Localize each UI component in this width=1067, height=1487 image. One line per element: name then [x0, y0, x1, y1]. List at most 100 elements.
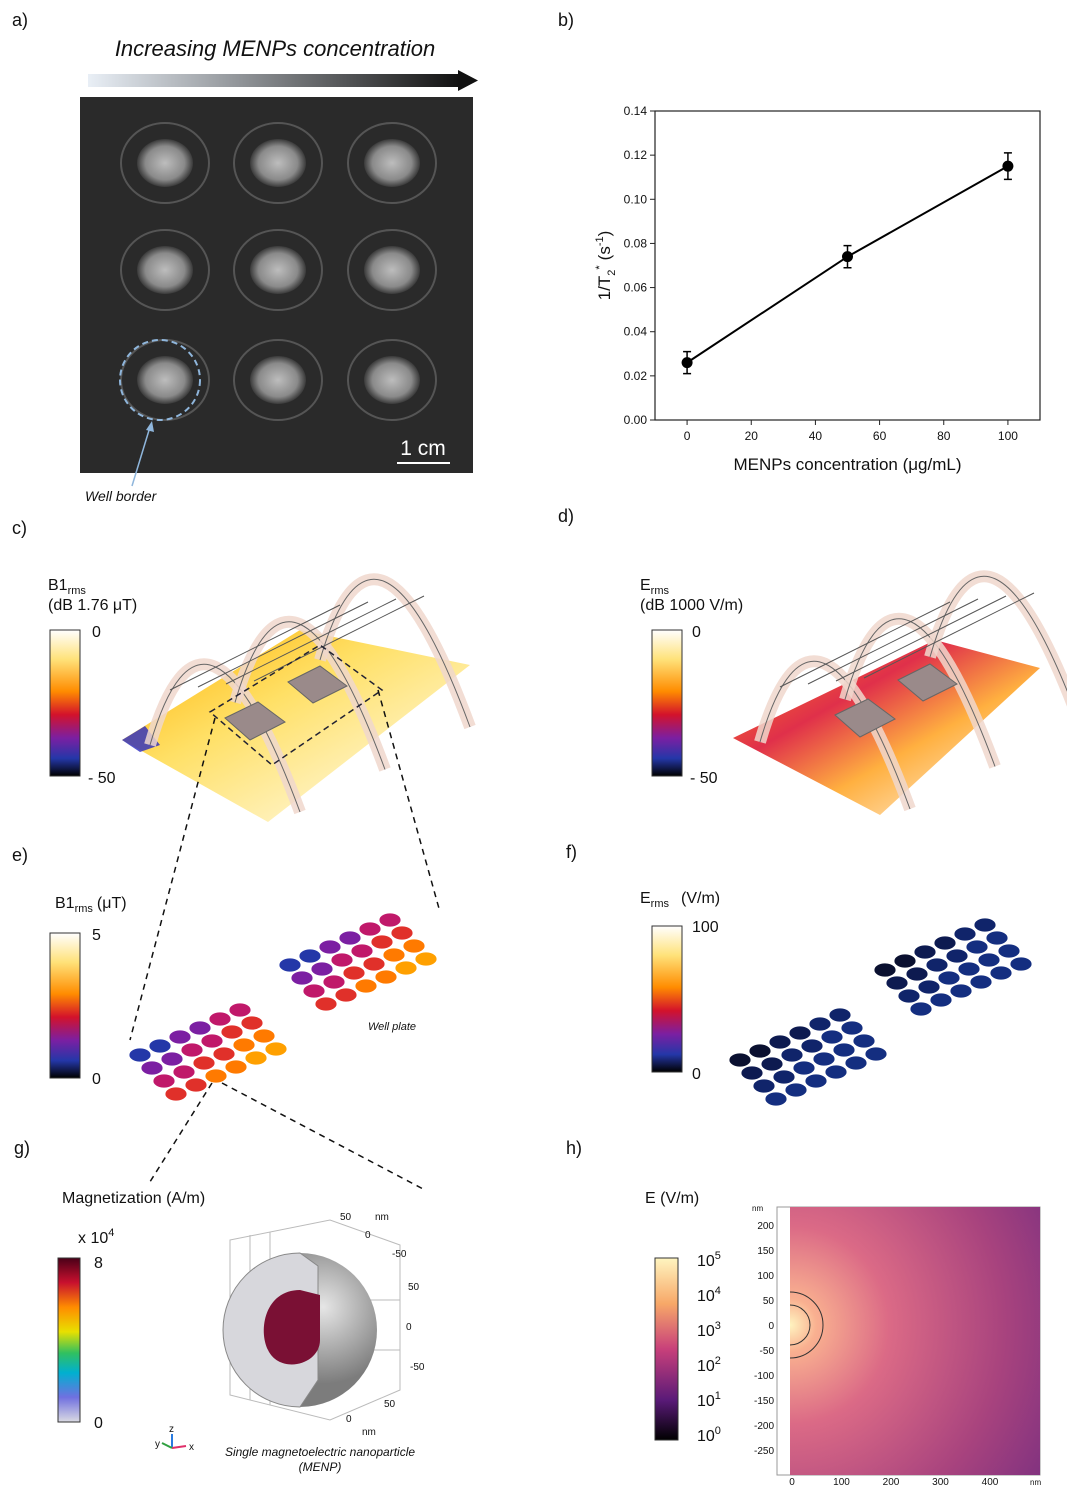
colorbar-title-sub: rms	[651, 585, 670, 597]
tick-base: 10	[697, 1358, 715, 1375]
well	[898, 989, 920, 1003]
axis-label: 50	[340, 1212, 352, 1223]
well	[323, 975, 345, 989]
well	[149, 1039, 171, 1053]
well	[343, 966, 365, 980]
y-tick-label: 0.06	[624, 281, 648, 295]
well	[749, 1044, 771, 1058]
well	[359, 922, 381, 936]
well	[279, 958, 301, 972]
well	[729, 1053, 751, 1067]
panel-title: Increasing MENPs concentration	[115, 36, 435, 61]
well	[137, 246, 193, 294]
well	[253, 1029, 275, 1043]
x-tick-label: 80	[937, 429, 951, 443]
well	[958, 962, 980, 976]
tick-base: 10	[697, 1253, 715, 1270]
colorbar-title: Magnetization (A/m)	[62, 1190, 205, 1207]
gradient-arrow	[88, 74, 460, 87]
well	[315, 997, 337, 1011]
well	[265, 1042, 287, 1056]
colorbar-min: - 50	[690, 770, 718, 787]
chart: 0.000.020.040.060.080.100.120.1402040608…	[594, 104, 1040, 474]
well	[753, 1079, 775, 1093]
well	[233, 1038, 255, 1052]
colorbar-min: 0	[94, 1415, 103, 1432]
well	[165, 1087, 187, 1101]
well	[853, 1034, 875, 1048]
y-tick-label: -100	[754, 1371, 774, 1382]
x-tick-label: 20	[745, 429, 759, 443]
well	[141, 1061, 163, 1075]
well	[930, 993, 952, 1007]
colorbar-tick: 102	[697, 1355, 721, 1375]
well	[934, 936, 956, 950]
zoom-line	[378, 690, 440, 912]
well	[813, 1052, 835, 1066]
tick-base: 10	[697, 1393, 715, 1410]
colorbar	[50, 933, 80, 1078]
tick-exp: 5	[715, 1250, 721, 1262]
well	[189, 1021, 211, 1035]
triad-label: y	[155, 1439, 160, 1450]
y-tick-label: 0.08	[624, 236, 648, 250]
multiplier-exp: 4	[108, 1227, 114, 1239]
tick-base: 10	[697, 1323, 715, 1340]
colorbar-title-main: E	[640, 577, 651, 594]
colorbar	[652, 630, 682, 776]
well	[250, 246, 306, 294]
tick-base: 10	[697, 1288, 715, 1305]
well	[169, 1030, 191, 1044]
well	[291, 971, 313, 985]
point	[682, 357, 693, 368]
colorbar-unit: (μT)	[97, 895, 127, 912]
axis-label: 0	[406, 1322, 412, 1333]
x-tick-label: 200	[883, 1477, 900, 1487]
well	[829, 1008, 851, 1022]
well	[785, 1083, 807, 1097]
well	[761, 1057, 783, 1071]
colorbar-title-sub: rms	[651, 898, 670, 910]
tick-base: 10	[697, 1428, 715, 1445]
y-axis-label-part: 1/T	[595, 276, 614, 301]
x-tick-label: 300	[932, 1477, 949, 1487]
colorbar-max: 8	[94, 1255, 103, 1272]
well	[181, 1043, 203, 1057]
colorbar-min: 0	[92, 1071, 101, 1088]
x-tick-label: 100	[998, 429, 1018, 443]
well	[841, 1021, 863, 1035]
x-tick-label: 60	[873, 429, 887, 443]
colorbar-tick: 103	[697, 1320, 721, 1340]
y-tick-label: 0	[768, 1321, 774, 1332]
panel-label: e)	[12, 845, 28, 865]
well	[894, 954, 916, 968]
colorbar-title-main: B1	[48, 577, 68, 594]
well	[946, 949, 968, 963]
axis-label: nm	[375, 1212, 389, 1223]
field-map	[790, 1207, 1040, 1475]
colorbar-title-sub: rms	[75, 903, 94, 915]
well	[741, 1066, 763, 1080]
figure: a) Increasing MENPs concentration 1 cm W…	[0, 0, 1067, 1487]
y-axis-label-part: (s	[595, 246, 614, 260]
tick-exp: 4	[715, 1285, 721, 1297]
multiplier-base: x 10	[78, 1230, 108, 1247]
colorbar-min: - 50	[88, 770, 116, 787]
well	[364, 356, 420, 404]
y-tick-label: -150	[754, 1396, 774, 1407]
y-tick-label: 200	[757, 1221, 774, 1232]
well	[391, 926, 413, 940]
y-tick-label: 150	[757, 1246, 774, 1257]
colorbar-tick: 101	[697, 1390, 721, 1410]
scale-label: 1 cm	[400, 437, 446, 460]
triad-label: x	[189, 1442, 194, 1453]
colorbar-unit: (dB 1000 V/m)	[640, 597, 743, 614]
x-tick-label: 400	[982, 1477, 999, 1487]
annotation: Well plate	[368, 1021, 416, 1033]
well	[821, 1030, 843, 1044]
y-axis-label: 1/T2*(s-1)	[594, 231, 618, 301]
well	[970, 975, 992, 989]
well	[137, 356, 193, 404]
well	[363, 957, 385, 971]
well	[886, 976, 908, 990]
